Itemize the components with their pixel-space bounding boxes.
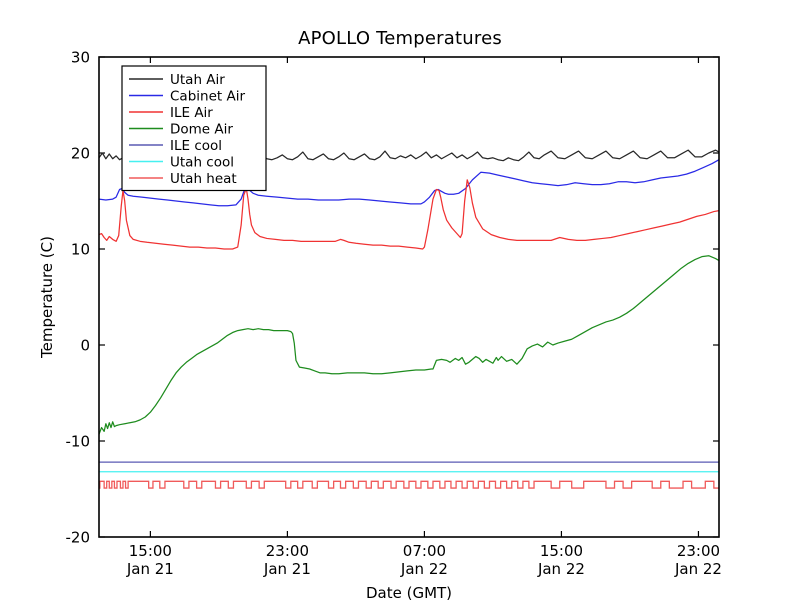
y-tick-label: -20 — [66, 529, 91, 547]
y-tick-label: 10 — [71, 241, 90, 259]
series-ile-air — [98, 179, 720, 250]
x-tick-label-date: Jan 22 — [400, 560, 448, 578]
x-tick-label-date: Jan 22 — [537, 560, 585, 578]
x-tick-label-time: 07:00 — [403, 542, 446, 560]
series-cabinet-air — [98, 159, 720, 207]
legend-label: Utah heat — [170, 171, 237, 187]
x-tick-label-date: Jan 22 — [674, 560, 722, 578]
x-tick-label-time: 15:00 — [129, 542, 172, 560]
y-axis-label: Temperature (C) — [38, 236, 56, 359]
x-tick-label-time: 23:00 — [266, 542, 309, 560]
x-axis-label: Date (GMT) — [366, 584, 452, 600]
legend-label: ILE cool — [170, 138, 222, 154]
y-tick-label: -10 — [66, 433, 91, 451]
x-tick-label-date: Jan 21 — [126, 560, 174, 578]
page-title: APOLLO Temperatures — [298, 28, 502, 49]
legend-label: ILE Air — [170, 105, 213, 121]
x-tick-label-date: Jan 21 — [263, 560, 311, 578]
y-tick-label: 0 — [80, 337, 90, 355]
y-tick-label: 30 — [71, 49, 90, 67]
series-dome-air — [98, 255, 720, 435]
legend-label: Cabinet Air — [170, 89, 245, 105]
legend-label: Dome Air — [170, 122, 233, 138]
y-tick-label: 20 — [71, 145, 90, 163]
x-tick-label-time: 23:00 — [677, 542, 720, 560]
x-tick-label-time: 15:00 — [540, 542, 583, 560]
legend-label: Utah cool — [170, 155, 234, 171]
plot-frame — [98, 56, 720, 538]
legend-label: Utah Air — [170, 72, 225, 88]
series-utah-heat — [99, 480, 719, 489]
